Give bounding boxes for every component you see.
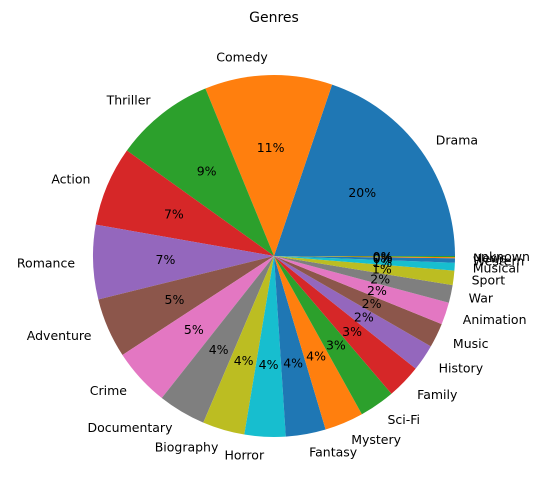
slice-percent-biography: 4%: [234, 353, 254, 368]
slice-label-action: Action: [51, 171, 90, 186]
slice-label-music: Music: [453, 336, 489, 351]
slice-label-mystery: Mystery: [351, 432, 401, 447]
slice-label-romance: Romance: [17, 255, 75, 270]
slice-label-thriller: Thriller: [106, 92, 152, 107]
pie-slice-musical: [274, 256, 455, 271]
pie-slice-crime: [122, 256, 275, 399]
slice-percent-action: 7%: [164, 206, 184, 221]
slice-label-animation: Animation: [463, 312, 527, 327]
slice-label-history: History: [439, 360, 484, 375]
slice-percent-horror: 4%: [259, 357, 279, 372]
slice-percent-romance: 7%: [156, 252, 176, 267]
slice-label-drama: Drama: [436, 132, 478, 147]
pie-slice-comedy: [205, 75, 333, 256]
slice-label-fantasy: Fantasy: [309, 444, 358, 459]
pie-slice-romance: [93, 224, 274, 300]
slice-percent-sci-fi: 3%: [326, 338, 346, 353]
slice-percent-news: 0%: [373, 250, 393, 265]
pie-slice-drama: [274, 84, 455, 256]
pie-slices: [93, 75, 456, 437]
slice-percent-western: 0%: [373, 251, 393, 266]
slice-percent-family: 3%: [342, 324, 362, 339]
slice-percent-musical: 1%: [372, 255, 392, 270]
pie-slice-war: [274, 256, 453, 303]
slice-percent-thriller: 9%: [197, 163, 217, 178]
pie-slice-family: [274, 256, 416, 394]
slice-percent-crime: 5%: [184, 322, 204, 337]
slice-label-adventure: Adventure: [27, 328, 92, 343]
pie-slice-music: [274, 256, 442, 347]
slice-label-biography: Biography: [155, 440, 219, 455]
pie-slice-sport: [274, 256, 455, 286]
slice-percent-music: 2%: [362, 296, 382, 311]
pie-slice-action: [95, 150, 275, 256]
slice-label-western: Western: [473, 253, 524, 268]
slice-label-sport: Sport: [472, 273, 506, 288]
slice-label-documentary: Documentary: [88, 420, 174, 435]
pie-slice-thriller: [126, 88, 274, 256]
chart-title: Genres: [249, 10, 299, 26]
pie-labels: Drama 20% Comedy 11% Thriller 9% Action 7% Roman…: [17, 50, 530, 463]
pie-slice-sci-fi: [274, 256, 392, 415]
slice-label-war: War: [469, 290, 494, 305]
slice-percent-war: 2%: [370, 271, 390, 286]
pie-slice-news: [274, 256, 455, 259]
slice-percent-documentary: 4%: [209, 342, 229, 357]
slice-percent-mystery: 4%: [306, 349, 326, 364]
slice-percent-drama: 20%: [348, 185, 376, 200]
pie-slice-history: [274, 256, 431, 369]
slice-percent-animation: 2%: [367, 283, 387, 298]
pie-slice-biography: [203, 256, 274, 435]
slice-percent-unknown: 0%: [373, 249, 393, 264]
pie-slice-adventure: [98, 256, 274, 355]
slice-percent-fantasy: 4%: [283, 355, 303, 370]
pie-slice-fantasy: [274, 256, 326, 437]
pie-slice-animation: [274, 256, 449, 325]
slice-label-musical: Musical: [473, 260, 520, 275]
slice-label-comedy: Comedy: [216, 50, 268, 65]
slice-label-horror: Horror: [224, 447, 264, 462]
pie-slice-documentary: [161, 256, 274, 423]
pie-slice-mystery: [274, 256, 362, 430]
pie-slice-horror: [244, 256, 286, 437]
slice-label-unknown: unknown: [473, 249, 530, 264]
slice-percent-comedy: 11%: [257, 140, 285, 155]
pie-slice-unknown: [274, 256, 456, 258]
slice-label-family: Family: [417, 387, 458, 402]
slice-percent-sport: 1%: [372, 262, 392, 277]
slice-percent-adventure: 5%: [165, 292, 185, 307]
slice-percent-history: 2%: [354, 310, 374, 325]
slice-label-news: News: [473, 250, 507, 265]
slice-label-sci-fi: Sci-Fi: [387, 412, 420, 427]
slice-label-crime: Crime: [90, 383, 128, 398]
